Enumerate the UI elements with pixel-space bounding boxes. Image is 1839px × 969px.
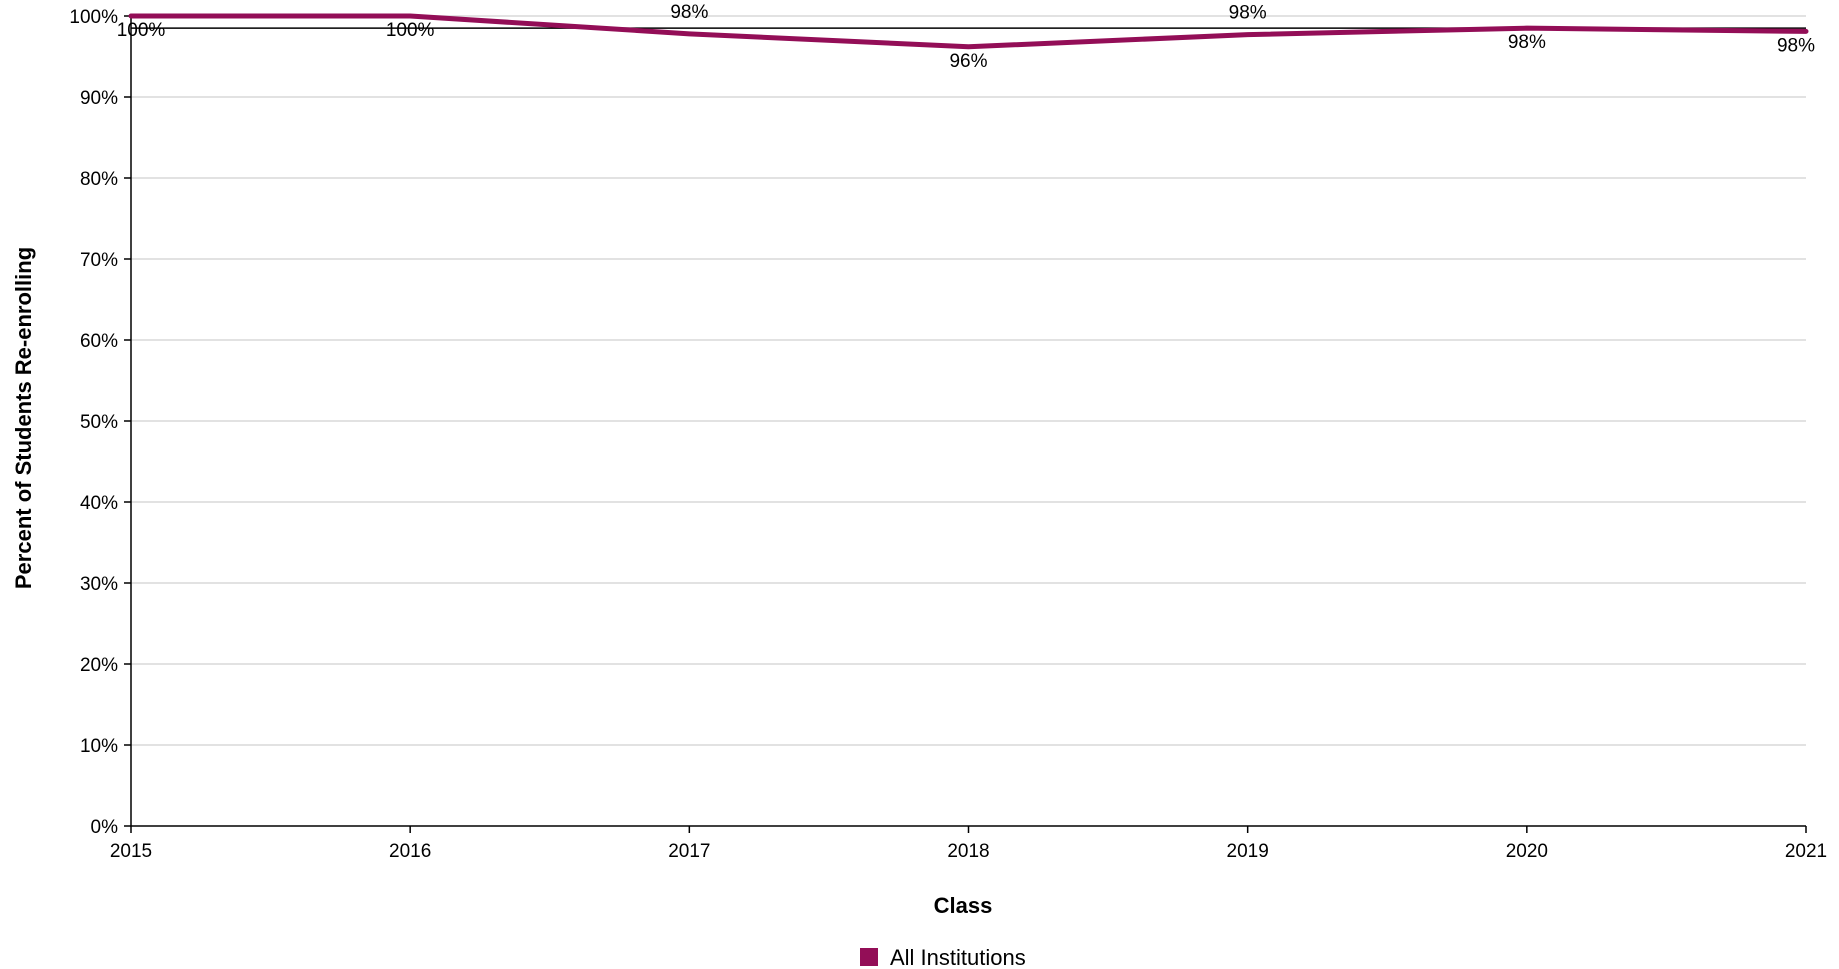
series-line-all-institutions <box>128 13 1809 50</box>
legend-swatch <box>860 948 878 966</box>
data-label-2018: 96% <box>949 51 987 72</box>
y-tick-label: 10% <box>80 736 118 757</box>
y-tick-label: 60% <box>80 331 118 352</box>
x-tick-label-2015: 2015 <box>110 841 152 862</box>
y-tick-label: 40% <box>80 493 118 514</box>
y-tick-label: 20% <box>80 655 118 676</box>
x-tick-label-2016: 2016 <box>389 841 431 862</box>
y-tick-label: 90% <box>80 88 118 109</box>
gridlines <box>131 15 1806 746</box>
series-lines <box>128 13 1809 50</box>
data-label-2016: 100% <box>386 20 435 41</box>
y-tick-label: 100% <box>69 7 118 28</box>
data-label-2019: 98% <box>1229 3 1267 24</box>
y-tick-label: 30% <box>80 574 118 595</box>
y-axis-ticks: 0% 10% 20% 30% 40% 50% 60% 70% 80% 90% 100% <box>69 7 131 838</box>
y-tick-label: 80% <box>80 169 118 190</box>
legend-label-all-institutions: All Institutions <box>890 945 1026 969</box>
y-tick-label: 0% <box>91 817 119 838</box>
x-axis-ticks: 2015 2016 2017 2018 2019 2020 2021 <box>110 826 1827 862</box>
x-tick-label-2020: 2020 <box>1506 841 1548 862</box>
x-tick-label-2017: 2017 <box>668 841 710 862</box>
x-tick-label-2019: 2019 <box>1227 841 1269 862</box>
data-label-2021: 98% <box>1777 35 1815 56</box>
y-tick-label: 50% <box>80 412 118 433</box>
data-label-2015: 100% <box>117 20 166 41</box>
y-axis-title: Percent of Students Re-enrolling <box>11 247 36 589</box>
data-label-2020: 98% <box>1508 32 1546 53</box>
y-tick-label: 70% <box>80 250 118 271</box>
legend: All Institutions <box>860 945 1026 969</box>
x-tick-label-2018: 2018 <box>947 841 989 862</box>
data-labels: 100% 100% 98% 96% 98% 98% 98% <box>117 2 1815 72</box>
data-label-2017: 98% <box>670 2 708 23</box>
x-axis-title: Class <box>934 893 993 918</box>
x-tick-label-2021: 2021 <box>1785 841 1827 862</box>
